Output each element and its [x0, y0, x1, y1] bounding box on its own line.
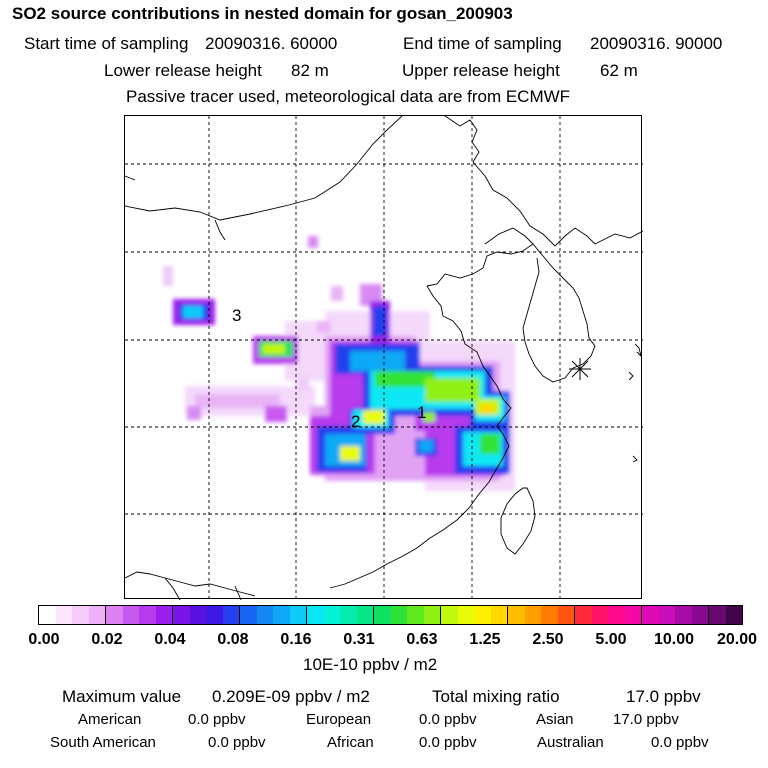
colorbar-cell	[289, 606, 307, 624]
colorbar-cell	[725, 606, 742, 624]
south-american-value: 0.0 ppbv	[208, 734, 266, 751]
colorbar-tick-label: 0.00	[28, 631, 60, 648]
max-value: 0.209E-09 ppbv / m2	[212, 687, 370, 706]
source-label-3: 3	[232, 306, 241, 325]
colorbar-cell	[323, 606, 340, 624]
colorbar-cell	[642, 606, 659, 624]
colorbar-cell	[508, 606, 525, 624]
total-mixing-ratio-label: Total mixing ratio	[432, 687, 560, 706]
passive-tracer-note: Passive tracer used, meteorological data…	[126, 87, 571, 106]
colorbar-cell	[675, 606, 692, 624]
upper-release-label: Upper release height	[402, 61, 560, 80]
max-value-label: Maximum value	[62, 687, 182, 706]
colorbar-tick-label: 10.00	[653, 631, 695, 648]
colorbar-cell	[709, 606, 726, 624]
colorbar-tick-label: 1.25	[469, 631, 501, 648]
colorbar-cell	[256, 606, 273, 624]
colorbar-units: 10E-10 ppbv / m2	[303, 655, 438, 674]
colorbar-cell	[474, 606, 491, 624]
receptor-marker-icon	[569, 358, 591, 380]
colorbar-tick-label: 5.00	[595, 631, 627, 648]
colorbar-cell	[173, 606, 190, 624]
end-time-value: 20090316. 90000	[590, 34, 723, 53]
map-canvas: 1 2 3	[125, 116, 643, 600]
colorbar-cell	[407, 606, 424, 624]
colorbar-cell	[658, 606, 675, 624]
colorbar-cell	[691, 606, 709, 624]
start-time-value: 20090316. 60000	[205, 34, 338, 53]
colorbar-cell	[273, 606, 290, 624]
colorbar-cell	[340, 606, 357, 624]
colorbar-cell	[541, 606, 558, 624]
south-american-label: South American	[50, 734, 156, 751]
colorbar-cell	[591, 606, 608, 624]
american-value: 0.0 ppbv	[188, 711, 246, 728]
colorbar-cell	[139, 606, 156, 624]
colorbar-tick-label: 0.63	[406, 631, 438, 648]
colorbar-cell	[106, 606, 123, 624]
american-label: American	[78, 711, 142, 728]
colorbar-cell	[222, 606, 240, 624]
colorbar-cell	[356, 606, 374, 624]
source-label-2: 2	[351, 412, 360, 431]
colorbar-cell	[624, 606, 642, 624]
african-label: African	[327, 734, 374, 751]
coastlines	[125, 116, 643, 600]
european-value: 0.0 ppbv	[419, 711, 477, 728]
source-label-1: 1	[417, 403, 426, 422]
colorbar-cell	[441, 606, 458, 624]
colorbar-tick-label: 2.50	[532, 631, 564, 648]
colorbar-cell	[88, 606, 106, 624]
colorbar-tick-label: 0.08	[217, 631, 249, 648]
colorbar	[38, 605, 743, 625]
colorbar-cell	[575, 606, 592, 624]
australian-value: 0.0 ppbv	[651, 734, 709, 751]
colorbar-cell	[307, 606, 324, 624]
colorbar-tick-label: 0.04	[154, 631, 186, 648]
colorbar-tick-label: 20.00	[716, 631, 758, 648]
colorbar-cell	[155, 606, 173, 624]
map-title: SO2 source contributions in nested domai…	[12, 4, 513, 23]
contribution-map: 1 2 3	[124, 115, 643, 600]
concentration-field	[163, 236, 515, 491]
asian-label: Asian	[536, 711, 574, 728]
european-label: European	[306, 711, 372, 728]
upper-release-value: 62 m	[600, 61, 638, 80]
colorbar-cell	[457, 606, 474, 624]
colorbar-cell	[423, 606, 441, 624]
colorbar-cell	[122, 606, 139, 624]
colorbar-cell	[374, 606, 391, 624]
australian-label: Australian	[537, 734, 604, 751]
african-value: 0.0 ppbv	[419, 734, 477, 751]
colorbar-tick-label: 0.02	[91, 631, 123, 648]
lower-release-label: Lower release height	[104, 61, 262, 80]
colorbar-cell	[390, 606, 407, 624]
colorbar-cell	[490, 606, 508, 624]
colorbar-cell	[189, 606, 206, 624]
colorbar-cell	[608, 606, 625, 624]
lower-release-value: 82 m	[291, 61, 329, 80]
start-time-label: Start time of sampling	[24, 34, 189, 53]
colorbar-cell	[524, 606, 541, 624]
colorbar-tick-label: 0.31	[343, 631, 375, 648]
colorbar-cell	[39, 606, 56, 624]
colorbar-cell	[240, 606, 257, 624]
graticule	[125, 116, 643, 600]
colorbar-cell	[72, 606, 89, 624]
asian-value: 17.0 ppbv	[613, 711, 679, 728]
end-time-label: End time of sampling	[403, 34, 562, 53]
colorbar-cell	[557, 606, 575, 624]
colorbar-tick-label: 0.16	[280, 631, 312, 648]
total-mixing-ratio-value: 17.0 ppbv	[626, 687, 701, 706]
colorbar-cell	[55, 606, 72, 624]
colorbar-cell	[206, 606, 223, 624]
